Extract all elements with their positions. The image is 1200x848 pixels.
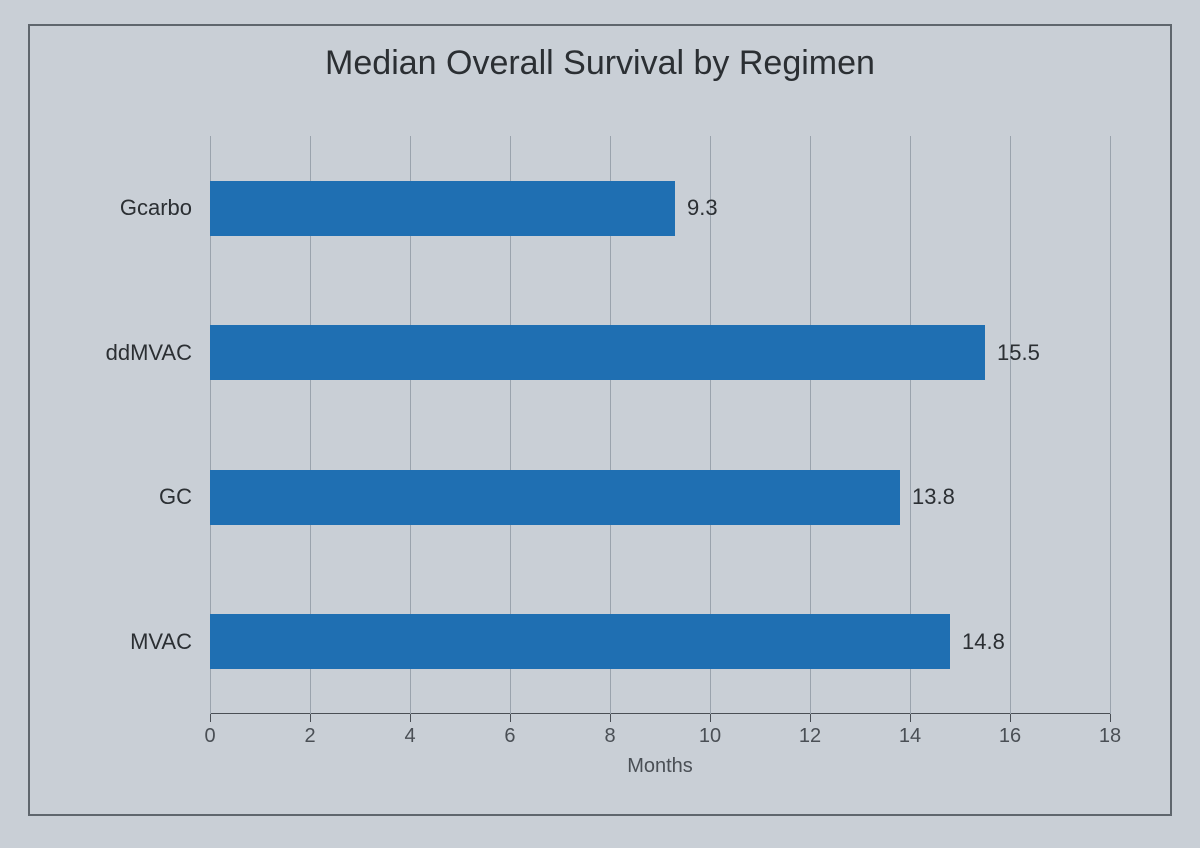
chart-panel: Median Overall Survival by Regimen Month… bbox=[28, 24, 1172, 816]
x-tick-label: 2 bbox=[304, 725, 315, 748]
category-label: Gcarbo bbox=[120, 195, 210, 221]
bar-row: Gcarbo9.3 bbox=[210, 181, 1110, 236]
slide: Median Overall Survival by Regimen Month… bbox=[0, 0, 1200, 848]
x-tick bbox=[210, 714, 211, 722]
x-tick-label: 6 bbox=[504, 725, 515, 748]
x-axis-title: Months bbox=[627, 755, 693, 778]
bar-row: GC13.8 bbox=[210, 470, 1110, 525]
x-tick bbox=[610, 714, 611, 722]
x-tick bbox=[1110, 714, 1111, 722]
category-label: MVAC bbox=[130, 629, 210, 655]
x-tick-label: 4 bbox=[404, 725, 415, 748]
plot-area: Months 024681012141618Gcarbo9.3ddMVAC15.… bbox=[210, 136, 1110, 714]
x-tick bbox=[310, 714, 311, 722]
x-axis-line bbox=[210, 713, 1110, 714]
x-tick bbox=[510, 714, 511, 722]
bar-row: ddMVAC15.5 bbox=[210, 325, 1110, 380]
x-tick bbox=[810, 714, 811, 722]
bar bbox=[210, 614, 950, 669]
bar-value-label: 14.8 bbox=[962, 629, 1005, 655]
x-tick-label: 12 bbox=[799, 725, 821, 748]
x-tick-label: 10 bbox=[699, 725, 721, 748]
x-tick-label: 8 bbox=[604, 725, 615, 748]
x-tick bbox=[910, 714, 911, 722]
x-tick-label: 18 bbox=[1099, 725, 1121, 748]
x-tick bbox=[1010, 714, 1011, 722]
x-tick-label: 16 bbox=[999, 725, 1021, 748]
bar-value-label: 9.3 bbox=[687, 195, 718, 221]
bar-value-label: 15.5 bbox=[997, 340, 1040, 366]
x-tick bbox=[710, 714, 711, 722]
x-tick-label: 14 bbox=[899, 725, 921, 748]
bar bbox=[210, 181, 675, 236]
bar-row: MVAC14.8 bbox=[210, 614, 1110, 669]
category-label: ddMVAC bbox=[106, 340, 210, 366]
category-label: GC bbox=[159, 484, 210, 510]
bar bbox=[210, 325, 985, 380]
bar-value-label: 13.8 bbox=[912, 484, 955, 510]
x-tick-label: 0 bbox=[204, 725, 215, 748]
bar bbox=[210, 470, 900, 525]
x-tick bbox=[410, 714, 411, 722]
chart-title: Median Overall Survival by Regimen bbox=[30, 44, 1170, 83]
gridline bbox=[1110, 136, 1111, 714]
